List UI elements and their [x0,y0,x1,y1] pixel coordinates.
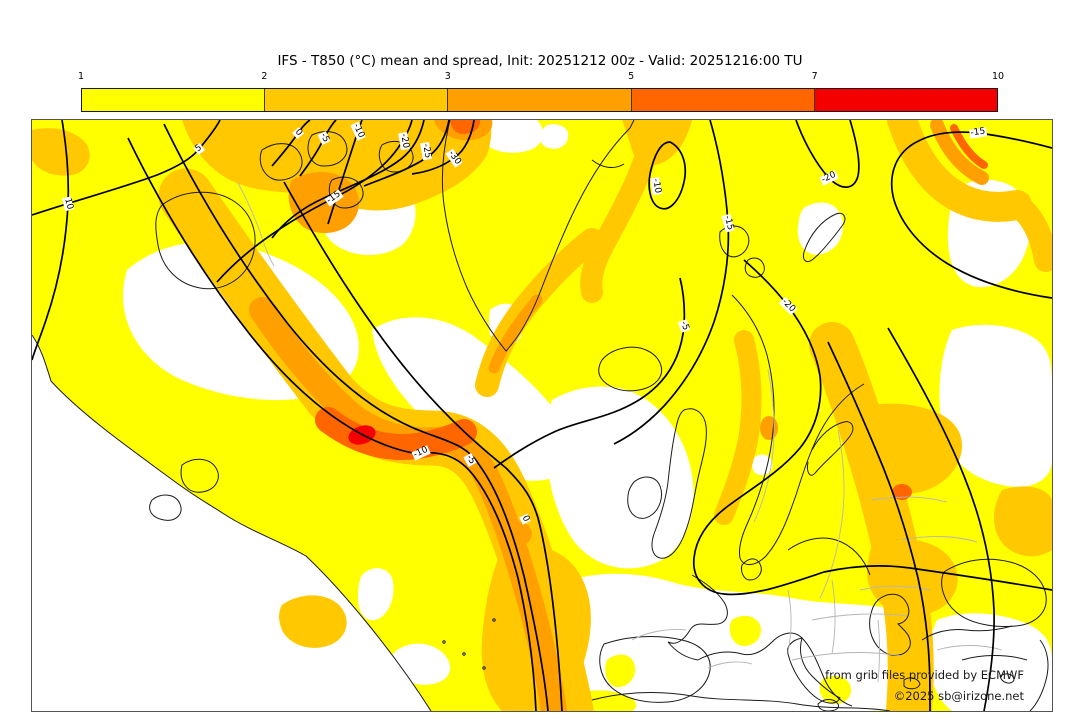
colorbar-segment-1 [82,89,266,111]
colorbar-segment-4 [631,89,815,111]
colorbar-segment-3 [448,89,632,111]
coastline-layer [32,120,1049,711]
attribution-copyright: ©2025 sb@irizone.net [893,689,1024,703]
spread-colorbar [81,88,998,112]
colorbar-tick-label: 1 [77,71,85,82]
colorbar-tick-label: 7 [811,71,818,82]
attribution-source: from grib files provided by ECMWF [825,668,1024,682]
contour-layer [32,120,1052,711]
colorbar-segment-2 [265,89,449,111]
map-canvas [32,120,1052,711]
border-layer [237,182,1003,683]
colorbar-tick-label: 10 [991,71,1005,82]
colorbar-tick-label: 2 [261,71,268,82]
attribution: from grib files provided by ECMWF ©2025 … [825,665,1024,707]
colorbar-tick-label: 3 [444,71,451,82]
colorbar-tick-label: 5 [628,71,635,82]
colorbar-tick-labels: 1 2 3 5 7 10 [77,71,1004,85]
weather-map: 10 5 0 -5 -10 -15 -20 -25 -30 -10 -15 -5 -15 -20 -20 -1… [31,119,1053,712]
chart-title: IFS - T850 (°C) mean and spread, Init: 2… [277,53,803,69]
spread-fill-layer [32,120,1052,711]
colorbar-segment-5 [814,89,998,111]
